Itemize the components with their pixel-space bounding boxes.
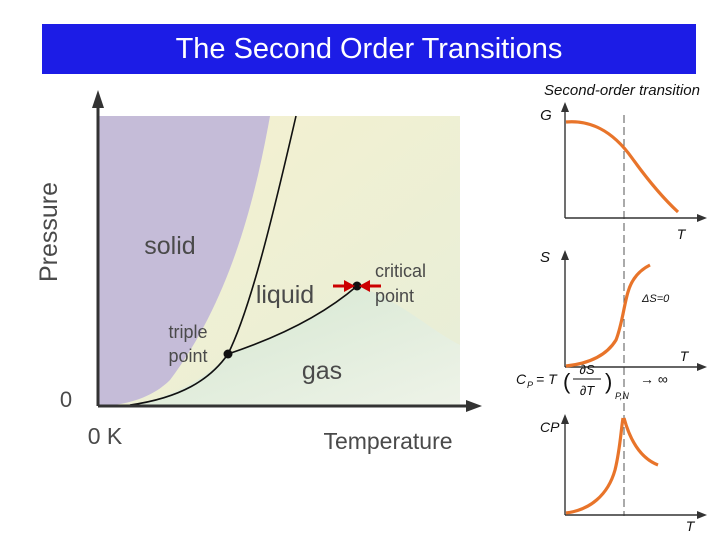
panels-heading: Second-order transition	[544, 82, 700, 99]
triple-point-dot	[223, 349, 233, 359]
triple-point-label-line1: triple	[168, 322, 207, 342]
formula-eq: = T	[536, 371, 558, 387]
formula-lhs: C	[516, 371, 527, 387]
triple-point-label-line2: point	[168, 346, 207, 366]
formula-numerator: ∂S	[579, 362, 594, 377]
cp-formula: C P = T ( ∂S ∂T ) P,N → ∞	[516, 362, 668, 401]
formula-paren-close: )	[605, 369, 612, 394]
s-panel-y-arrow-icon	[561, 250, 569, 260]
origin-temperature-label: 0 K	[88, 423, 123, 449]
formula-lhs-sub: P	[527, 380, 533, 390]
temperature-label: Temperature	[323, 428, 452, 454]
formula-rhs: → ∞	[640, 371, 668, 387]
slide-title: The Second Order Transitions	[42, 24, 696, 74]
gas-label: gas	[302, 357, 342, 385]
g-curve	[565, 120, 680, 214]
cp-panel-x-arrow-icon	[697, 511, 707, 519]
pressure-axis-arrow-icon	[92, 90, 104, 108]
critical-point-label-line2: point	[375, 286, 414, 306]
arrow-left-icon	[359, 280, 370, 292]
g-panel-y-arrow-icon	[561, 102, 569, 112]
critical-point-label-line1: critical	[375, 261, 426, 281]
solid-label: solid	[144, 232, 195, 260]
g-panel-y-label: G	[540, 107, 552, 124]
arrow-right-icon	[344, 280, 355, 292]
liquid-label: liquid	[256, 281, 314, 309]
gas-region	[130, 286, 460, 406]
delta-s-annotation: ΔS=0	[641, 293, 670, 305]
vaporization-curve	[227, 285, 358, 355]
s-panel-y-label: S	[540, 249, 550, 266]
cp-panel-y-arrow-icon	[561, 414, 569, 424]
origin-pressure-label: 0	[60, 387, 72, 412]
s-panel-x-label: T	[680, 348, 690, 364]
temperature-axis-arrow-icon	[466, 400, 482, 412]
cp-curve-left	[565, 417, 625, 515]
critical-point-dot	[352, 281, 362, 291]
g-panel-x-label: T	[677, 226, 687, 242]
s-curve	[565, 263, 651, 368]
formula-paren-open: (	[563, 369, 571, 394]
melting-curve	[129, 115, 297, 406]
cp-panel-x-label: T	[686, 518, 696, 534]
g-panel-x-arrow-icon	[697, 214, 707, 222]
formula-denominator: ∂T	[580, 383, 595, 398]
cp-curve-right	[622, 417, 659, 467]
cp-panel-y-label: CP	[540, 419, 560, 435]
pressure-label: Pressure	[35, 182, 63, 282]
solid-region	[98, 116, 270, 406]
formula-subscript: P,N	[615, 391, 629, 401]
s-panel-x-arrow-icon	[697, 363, 707, 371]
